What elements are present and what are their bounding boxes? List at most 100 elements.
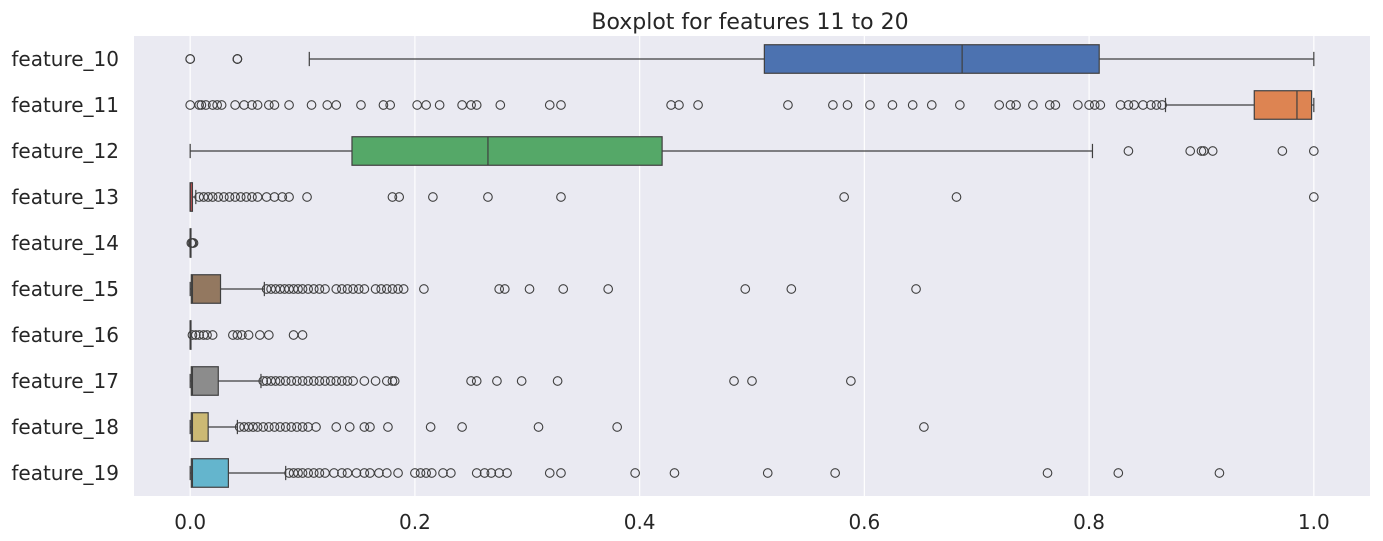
outlier-point: [348, 284, 358, 294]
outlier-point: [502, 468, 512, 478]
box-feature_14: [186, 228, 199, 258]
outlier-point: [1308, 146, 1319, 156]
outlier-point: [410, 468, 420, 478]
outlier-point: [556, 192, 566, 202]
outlier-point: [1042, 468, 1053, 478]
outlier-point: [762, 468, 773, 478]
outlier-point: [419, 284, 429, 294]
outlier-point: [1157, 100, 1167, 110]
outlier-point: [558, 284, 569, 294]
outlier-point: [370, 376, 381, 386]
outlier-point: [1214, 468, 1225, 478]
outlier-point: [471, 100, 482, 110]
outlier-point: [230, 192, 240, 202]
outlier-point: [846, 376, 856, 386]
outlier-point: [359, 422, 370, 432]
outlier-point: [232, 54, 243, 64]
outlier-point: [247, 192, 257, 202]
outlier-point: [201, 100, 211, 110]
outlier-point: [1115, 100, 1126, 110]
outlier-point: [219, 192, 229, 202]
outlier-point: [239, 100, 249, 110]
box-feature_15: [189, 274, 921, 304]
outlier-point: [1151, 100, 1162, 110]
outlier-point: [865, 100, 875, 110]
outlier-point: [693, 100, 703, 110]
outlier-point: [951, 192, 962, 202]
outlier-point: [524, 284, 535, 294]
outlier-point: [630, 468, 640, 478]
outlier-point: [237, 330, 247, 340]
outlier-point: [428, 192, 438, 202]
outlier-point: [1011, 100, 1021, 110]
outlier-point: [356, 100, 366, 110]
outlier-point: [306, 100, 317, 110]
y-tick-label: feature_16: [11, 323, 119, 347]
y-tick-label: feature_18: [11, 415, 119, 439]
outlier-point: [1207, 146, 1218, 156]
outlier-point: [359, 284, 370, 294]
outlier-point: [381, 376, 392, 386]
outlier-point: [387, 284, 398, 294]
chart-title: Boxplot for features 11 to 20: [591, 10, 908, 35]
outlier-point: [263, 330, 274, 340]
outlier-point: [293, 468, 303, 478]
boxes: [185, 44, 1319, 488]
outlier-point: [365, 422, 375, 432]
outlier-point: [344, 422, 355, 432]
x-tick-label: 0.2: [399, 510, 431, 534]
outlier-point: [243, 330, 254, 340]
outlier-point: [907, 100, 918, 110]
x-tick-labels: 0.0 0.2 0.4 0.6 0.8 1.0: [174, 510, 1329, 534]
outlier-point: [308, 284, 319, 294]
outlier-point: [747, 376, 757, 386]
outlier-point: [314, 468, 325, 478]
iqr-box: [190, 412, 209, 442]
outlier-point: [212, 100, 222, 110]
outlier-point: [556, 100, 566, 110]
outlier-point: [348, 376, 358, 386]
outlier-point: [297, 284, 308, 294]
outlier-point: [252, 422, 263, 432]
iqr-box: [763, 44, 1100, 74]
y-tick-label: feature_19: [11, 461, 119, 485]
outlier-point: [828, 100, 838, 110]
x-tick-label: 0.6: [848, 510, 880, 534]
outlier-point: [1089, 100, 1100, 110]
outlier-point: [293, 284, 303, 294]
box-feature_11: [185, 90, 1315, 120]
outlier-point: [284, 192, 294, 202]
outlier-point: [830, 468, 840, 478]
box-feature_17: [189, 366, 856, 396]
outlier-point: [337, 376, 347, 386]
outlier-point: [284, 100, 294, 110]
outlier-point: [269, 192, 280, 202]
outlier-point: [1113, 468, 1124, 478]
outlier-point: [389, 376, 400, 386]
outlier-point: [292, 422, 302, 432]
outlier-point: [342, 284, 353, 294]
outlier-point: [275, 422, 285, 432]
x-tick-label: 0.0: [174, 510, 206, 534]
outlier-point: [471, 376, 482, 386]
outlier-point: [1005, 100, 1016, 110]
outlier-point: [286, 376, 297, 386]
outlier-point: [669, 468, 680, 478]
y-tick-label: feature_13: [11, 185, 119, 209]
outlier-point: [926, 100, 937, 110]
outlier-point: [381, 284, 392, 294]
outlier-point: [216, 100, 227, 110]
outlier-point: [331, 376, 342, 386]
outlier-point: [261, 192, 272, 202]
outlier-point: [370, 284, 381, 294]
outlier-point: [353, 284, 364, 294]
y-tick-label: feature_12: [11, 139, 119, 163]
outlier-point: [740, 284, 751, 294]
iqr-box: [1253, 90, 1313, 120]
grid-lines: [189, 36, 1315, 496]
box-feature_16: [187, 320, 308, 350]
outlier-point: [1308, 192, 1319, 202]
outlier-point: [1185, 146, 1196, 156]
outlier-point: [1123, 146, 1134, 156]
outlier-point: [394, 192, 405, 202]
